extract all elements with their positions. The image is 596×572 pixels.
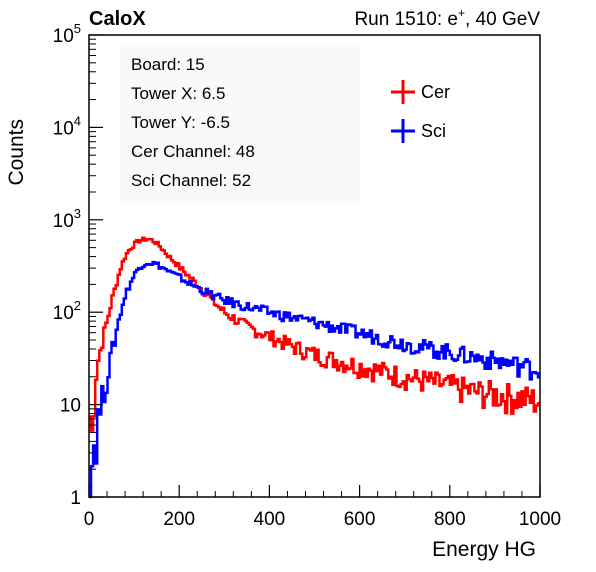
chart-title-left: CaloX bbox=[89, 8, 146, 30]
x-tick-label: 1000 bbox=[519, 509, 561, 530]
x-tick-label: 400 bbox=[254, 509, 286, 530]
energy-label: , 40 GeV bbox=[465, 9, 540, 30]
chart-title-right: Run 1510: e+, 40 GeV bbox=[354, 6, 540, 30]
plot-frame bbox=[88, 34, 541, 498]
y-tick-label: 102 bbox=[53, 298, 81, 324]
info-board: Board: 15 bbox=[131, 55, 205, 74]
x-axis-ticks: 0 200 400 600 800 1000 bbox=[84, 485, 561, 530]
info-box-background bbox=[120, 45, 360, 203]
y-axis-label: Counts bbox=[5, 119, 28, 186]
axes bbox=[88, 34, 541, 498]
x-tick-label: 800 bbox=[434, 509, 466, 530]
y-tick-label: 104 bbox=[53, 113, 81, 139]
x-tick-label: 200 bbox=[163, 509, 195, 530]
legend-label-cer: Cer bbox=[421, 82, 450, 102]
info-tower-x: Tower X: 6.5 bbox=[131, 84, 226, 103]
info-box: Board: 15 Tower X: 6.5 Tower Y: -6.5 Cer… bbox=[120, 45, 360, 203]
series-cer-line bbox=[89, 236, 540, 432]
legend: Cer Sci bbox=[391, 80, 450, 143]
series-sci-line bbox=[89, 260, 540, 499]
info-cer-channel: Cer Channel: 48 bbox=[131, 142, 255, 161]
positron-superscript: + bbox=[458, 6, 465, 20]
legend-label-sci: Sci bbox=[421, 121, 446, 141]
y-tick-label: 10 bbox=[60, 396, 81, 417]
info-sci-channel: Sci Channel: 52 bbox=[131, 171, 251, 190]
x-tick-label: 0 bbox=[84, 509, 95, 530]
x-axis-label: Energy HG bbox=[432, 538, 536, 561]
y-tick-label: 103 bbox=[53, 206, 81, 232]
y-tick-label: 105 bbox=[53, 21, 81, 47]
run-label: Run 1510: e bbox=[354, 9, 458, 30]
series-layer bbox=[89, 236, 540, 499]
info-tower-y: Tower Y: -6.5 bbox=[131, 113, 230, 132]
y-axis-ticks: 1 10 102 103 104 105 bbox=[53, 21, 103, 509]
y-tick-label: 1 bbox=[70, 488, 81, 509]
x-tick-label: 600 bbox=[344, 509, 376, 530]
